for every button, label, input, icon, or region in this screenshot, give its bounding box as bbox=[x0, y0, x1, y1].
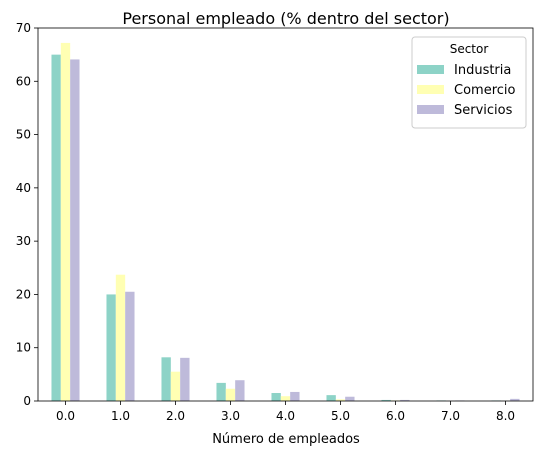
chart-title: Personal empleado (% dentro del sector) bbox=[122, 9, 449, 28]
x-tick-label: 5.0 bbox=[331, 409, 350, 423]
x-axis-label: Número de empleados bbox=[212, 432, 360, 447]
bar-comercio-1 bbox=[115, 274, 126, 401]
x-tick-label: 3.0 bbox=[221, 409, 240, 423]
x-tick-label: 6.0 bbox=[386, 409, 405, 423]
legend: Sector Industria Comercio Servicios bbox=[411, 36, 527, 129]
bar-servicios-5 bbox=[345, 396, 355, 401]
bar-servicios-8 bbox=[510, 398, 520, 401]
y-tick-label: 20 bbox=[16, 287, 31, 301]
y-tick-label: 10 bbox=[16, 341, 31, 355]
x-tick-label: 7.0 bbox=[441, 409, 460, 423]
x-tick-label: 8.0 bbox=[496, 409, 515, 423]
bar-industria-4 bbox=[271, 393, 281, 401]
bar-industria-2 bbox=[161, 357, 171, 401]
bar-servicios-0 bbox=[70, 59, 80, 402]
y-tick-label: 70 bbox=[16, 21, 31, 35]
legend-label-industria: Industria bbox=[454, 63, 511, 78]
bar-servicios-3 bbox=[235, 380, 245, 401]
y-tick-label: 0 bbox=[23, 394, 31, 408]
bar-servicios-4 bbox=[290, 391, 300, 401]
x-tick-label: 0.0 bbox=[56, 409, 75, 423]
bar-industria-5 bbox=[326, 395, 336, 401]
bar-servicios-2 bbox=[180, 357, 190, 401]
y-tick-label: 40 bbox=[16, 181, 31, 195]
y-tick-label: 30 bbox=[16, 234, 31, 248]
bar-industria-0 bbox=[51, 54, 61, 402]
bar-industria-3 bbox=[216, 382, 226, 401]
bar-comercio-5 bbox=[335, 399, 346, 401]
x-tick-label: 1.0 bbox=[111, 409, 130, 423]
x-tick-label: 2.0 bbox=[166, 409, 185, 423]
x-tick-label: 4.0 bbox=[276, 409, 295, 423]
legend-swatch-industria bbox=[417, 65, 444, 74]
bar-servicios-1 bbox=[125, 291, 135, 401]
legend-title: Sector bbox=[450, 42, 489, 56]
legend-label-comercio: Comercio bbox=[454, 83, 516, 98]
bar-industria-6 bbox=[381, 399, 391, 401]
y-tick-label: 60 bbox=[16, 74, 31, 88]
bar-comercio-0 bbox=[60, 42, 71, 402]
bar-industria-1 bbox=[106, 294, 116, 401]
legend-label-servicios: Servicios bbox=[454, 103, 513, 118]
bar-servicios-6 bbox=[400, 399, 410, 401]
legend-swatch-servicios bbox=[417, 105, 444, 114]
y-tick-label: 50 bbox=[16, 128, 31, 142]
legend-swatch-comercio bbox=[417, 85, 444, 94]
bar-comercio-4 bbox=[280, 396, 291, 401]
bar-comercio-3 bbox=[225, 388, 236, 401]
plot-area: 0 10 20 30 40 50 60 70 0.0 1.0 2.0 3.0 4.0 5.0 6.0 7.0 8… bbox=[16, 21, 534, 423]
bar-comercio-2 bbox=[170, 371, 181, 401]
